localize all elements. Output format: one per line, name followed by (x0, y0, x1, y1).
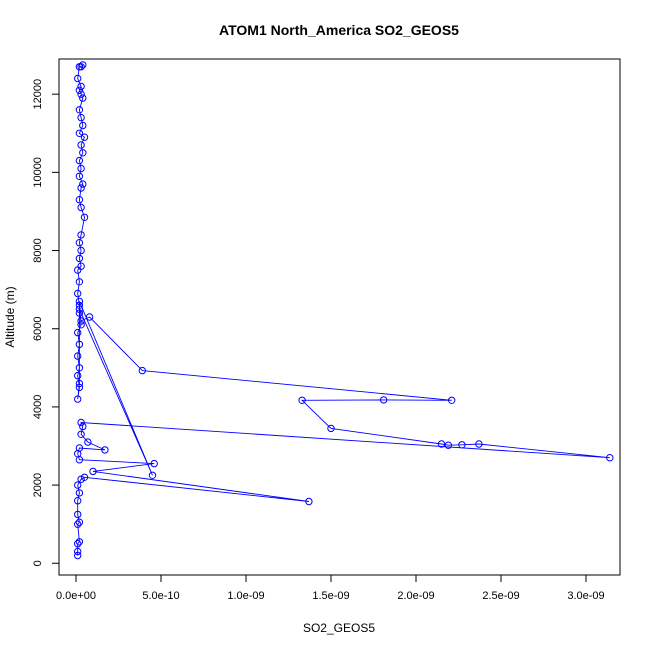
data-point (77, 262, 85, 270)
data-point (74, 520, 82, 528)
data-point (74, 551, 82, 560)
y-axis-label: Altitude (m) (3, 286, 17, 347)
y-tick-label: 6000 (32, 316, 44, 340)
data-point (74, 547, 82, 556)
data-point (75, 278, 84, 286)
data-point (80, 213, 89, 222)
x-tick-label: 1.5e-09 (312, 590, 349, 602)
chart-title: ATOM1 North_America SO2_GEOS5 (219, 22, 459, 38)
data-point (74, 328, 82, 337)
data-point (75, 518, 84, 526)
y-tick-label: 8000 (32, 238, 44, 262)
data-point (74, 540, 82, 548)
data-point (75, 254, 84, 263)
x-tick-label: 1.0e-09 (227, 590, 264, 602)
data-point (75, 196, 84, 204)
plot-frame (58, 58, 621, 576)
x-tick-label: 5.0e-10 (142, 590, 179, 602)
data-point (75, 538, 84, 546)
data-point (75, 239, 84, 247)
data-point (74, 371, 82, 380)
y-tick-label: 12000 (32, 79, 44, 110)
x-tick-label: 0.0e+00 (56, 590, 96, 602)
data-point (75, 340, 84, 349)
data-point (74, 497, 82, 505)
data-point (75, 86, 84, 95)
data-point (77, 82, 85, 91)
data-point (77, 321, 85, 329)
data-point (148, 471, 157, 479)
data-point (458, 441, 466, 449)
data-point (101, 446, 109, 454)
data-point (437, 440, 446, 448)
data-point (74, 481, 82, 489)
x-tick-label: 2.0e-09 (397, 590, 434, 602)
data-point (327, 424, 335, 433)
data-point (380, 396, 388, 404)
data-point (74, 395, 82, 403)
data-point (79, 121, 87, 130)
data-point (79, 149, 87, 157)
x-axis: 0.0e+00 5.0e-10 1.0e-09 1.5e-09 2.0e-09 2.5e-… (56, 574, 605, 602)
data-point (150, 459, 158, 468)
data-point (75, 172, 84, 181)
x-tick-label: 2.5e-09 (482, 590, 519, 602)
data-point (77, 164, 85, 173)
data-point (77, 63, 85, 71)
data-point (475, 440, 483, 448)
data-point (80, 473, 89, 481)
data-point (79, 422, 87, 431)
x-axis-label: SO2_GEOS5 (303, 621, 375, 635)
data-point (138, 366, 147, 375)
series-line (77, 64, 610, 556)
data-point (448, 396, 456, 404)
data-point (75, 364, 84, 372)
data-point (75, 383, 84, 392)
data-point (75, 301, 84, 309)
y-tick-label: 0 (32, 560, 44, 566)
data-point (79, 180, 87, 188)
data-point (80, 133, 89, 141)
data-point (77, 430, 85, 438)
y-tick-label: 2000 (32, 473, 44, 497)
data-point (85, 313, 94, 321)
data-point (77, 141, 85, 149)
data-point (77, 203, 85, 212)
data-point (75, 305, 84, 313)
data-point (75, 379, 84, 388)
data-point (75, 129, 84, 138)
data-point (74, 74, 82, 83)
data-point (77, 113, 85, 122)
data-point (74, 352, 82, 360)
data-point (75, 444, 84, 452)
data-point (77, 90, 85, 98)
series-layer (74, 61, 614, 560)
data-point (77, 317, 85, 325)
data-point (74, 289, 82, 298)
data-point (77, 184, 85, 192)
y-axis: 0 2000 4000 6000 8000 10000 12000 (32, 79, 60, 566)
x-tick-label: 3.0e-09 (567, 590, 604, 602)
y-tick-label: 10000 (32, 157, 44, 188)
data-point (84, 438, 92, 446)
data-point (305, 497, 313, 506)
data-point (79, 61, 87, 69)
data-point (89, 467, 97, 476)
data-point (77, 246, 85, 255)
data-point (298, 396, 306, 404)
data-point (75, 309, 84, 317)
data-point (75, 297, 84, 306)
data-point (606, 454, 614, 462)
data-point (75, 489, 84, 497)
data-point (74, 510, 82, 519)
data-point (79, 94, 87, 102)
data-point (77, 231, 85, 239)
data-point (75, 156, 84, 165)
data-point (444, 441, 452, 449)
data-point (75, 106, 84, 114)
data-point (77, 418, 85, 427)
y-tick-label: 4000 (32, 395, 44, 419)
